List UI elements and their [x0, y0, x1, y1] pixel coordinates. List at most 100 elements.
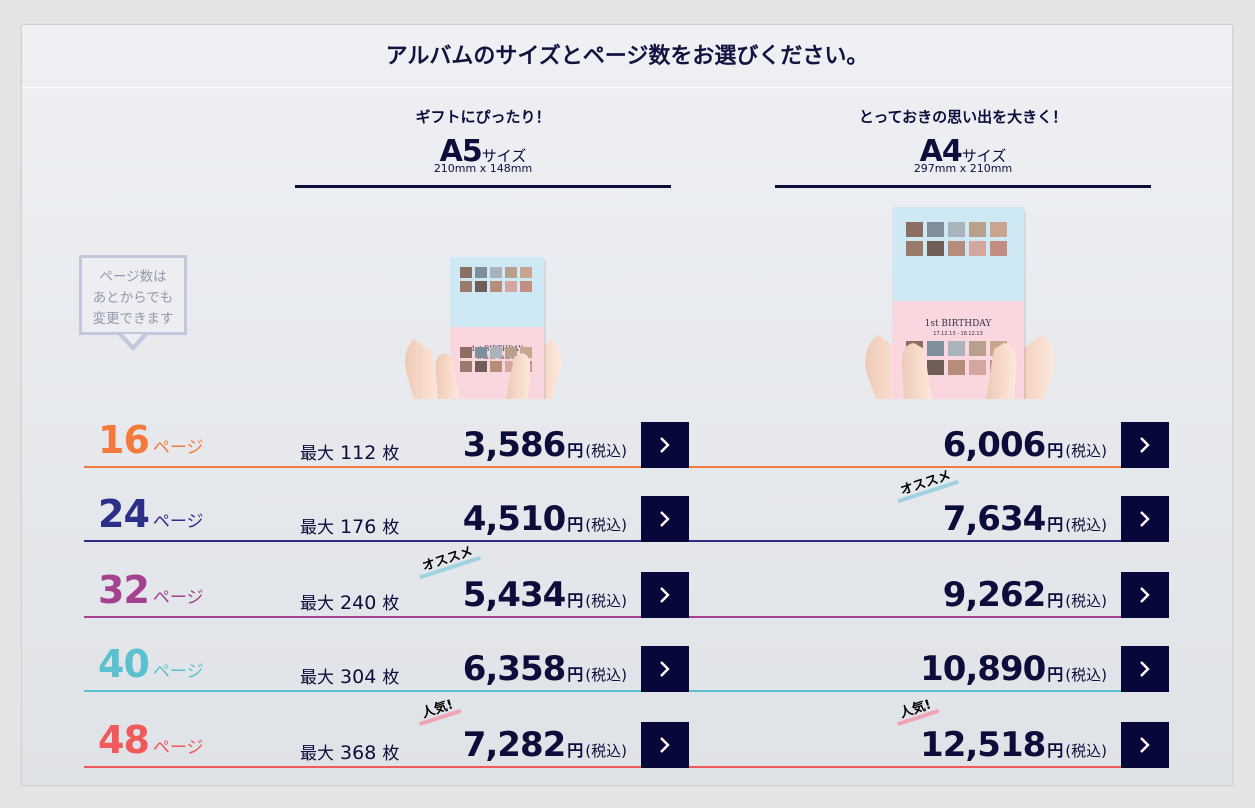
yen-label: 円	[1047, 741, 1064, 760]
page-count: 48 ページ	[98, 718, 204, 762]
max-photos-count: 304	[340, 666, 377, 688]
a5-size-name: A5サイズ	[295, 134, 671, 169]
yen-label: 円	[1047, 591, 1064, 610]
price-row-24: 24 ページ 最大 176 枚 4,510 円 (税込) 7,634 円 (税込) オススメ	[84, 468, 1169, 542]
a5-price-value: 6,358	[462, 649, 567, 689]
select-a4-24p-button[interactable]	[1121, 496, 1169, 542]
a5-price: 3,586 円 (税込)	[367, 425, 627, 465]
a4-header-rule	[775, 185, 1151, 188]
select-a4-48p-button[interactable]	[1121, 722, 1169, 768]
chevron-right-icon	[660, 437, 670, 453]
select-a4-16p-button[interactable]	[1121, 422, 1169, 468]
page-count: 16 ページ	[98, 418, 204, 462]
chevron-right-icon	[1140, 511, 1150, 527]
row-divider	[84, 766, 1168, 768]
a5-size-label: A5	[439, 134, 483, 169]
note-tail-inner	[123, 334, 143, 345]
a5-size-header: ギフトにぴったり！ A5サイズ 210mm x 148mm	[295, 87, 671, 188]
chevron-right-icon	[660, 587, 670, 603]
row-divider	[84, 540, 1168, 542]
a4-size-label: A4	[919, 134, 963, 169]
tax-label: (税込)	[1065, 742, 1107, 760]
select-a5-32p-button[interactable]	[641, 572, 689, 618]
max-photos: 最大 304 枚	[300, 663, 399, 688]
max-photos: 最大 112 枚	[300, 439, 399, 464]
max-photos-count: 368	[340, 742, 377, 764]
page-change-note: ページ数は あとからでも 変更できます	[79, 255, 187, 335]
a5-price: 4,510 円 (税込)	[367, 499, 627, 539]
size-selection-panel: アルバムのサイズとページ数をお選びください。 ギフトにぴったり！ A5サイズ 2…	[22, 25, 1232, 785]
note-line-3: 変更できます	[92, 311, 174, 327]
tax-label: (税込)	[585, 592, 627, 610]
row-divider	[84, 690, 1168, 692]
a4-size-header: とっておきの思い出を大きく！ A4サイズ 297mm x 210mm	[775, 87, 1151, 188]
tax-label: (税込)	[585, 742, 627, 760]
photo-unit: 枚	[382, 594, 400, 614]
a5-price-value: 4,510	[462, 499, 567, 539]
page-count-number: 48	[98, 718, 150, 762]
a4-price: 9,262 円 (税込)	[847, 575, 1107, 615]
page-count: 24 ページ	[98, 492, 204, 536]
a4-tagline: とっておきの思い出を大きく！	[858, 108, 1068, 126]
yen-label: 円	[567, 591, 584, 610]
chevron-right-icon	[660, 737, 670, 753]
price-row-16: 16 ページ 最大 112 枚 3,586 円 (税込) 6,006 円 (税込)	[84, 418, 1169, 468]
photo-unit: 枚	[382, 518, 400, 538]
page-title: アルバムのサイズとページ数をお選びください。	[22, 25, 1232, 88]
page-unit: ページ	[152, 588, 204, 608]
tax-label: (税込)	[1065, 666, 1107, 684]
max-photos: 最大 368 枚	[300, 739, 399, 764]
max-prefix: 最大	[300, 668, 334, 688]
page-unit: ページ	[152, 512, 204, 532]
page-count: 32 ページ	[98, 568, 204, 612]
chevron-right-icon	[1140, 587, 1150, 603]
popular-badge: 人気!	[896, 694, 940, 727]
recommend-badge: オススメ	[419, 540, 482, 580]
tax-label: (税込)	[585, 666, 627, 684]
note-line-2: あとからでも	[92, 290, 174, 306]
page-count-number: 24	[98, 492, 150, 536]
row-divider	[84, 466, 1168, 468]
page-unit: ページ	[152, 738, 204, 758]
chevron-right-icon	[660, 661, 670, 677]
yen-label: 円	[567, 515, 584, 534]
a4-price: 7,634 円 (税込)	[847, 499, 1107, 539]
a4-price-value: 7,634	[942, 499, 1047, 539]
a4-price-value: 12,518	[920, 725, 1046, 765]
a5-tagline: ギフトにぴったり！	[415, 108, 551, 126]
a5-price-value: 3,586	[462, 425, 567, 465]
yen-label: 円	[1047, 515, 1064, 534]
page-count: 40 ページ	[98, 642, 204, 686]
photo-unit: 枚	[382, 668, 400, 688]
a5-price: 6,358 円 (税込)	[367, 649, 627, 689]
tax-label: (税込)	[1065, 442, 1107, 460]
a4-album-image: 1st BIRTHDAY 17.12.13 - 18.12.13	[865, 207, 1055, 399]
a5-price: 5,434 円 (税込)	[367, 575, 627, 615]
select-a5-48p-button[interactable]	[641, 722, 689, 768]
select-a5-24p-button[interactable]	[641, 496, 689, 542]
chevron-right-icon	[1140, 437, 1150, 453]
page-unit: ページ	[152, 438, 204, 458]
max-photos: 最大 240 枚	[300, 589, 399, 614]
a5-price: 7,282 円 (税込)	[367, 725, 627, 765]
yen-label: 円	[1047, 441, 1064, 460]
select-a5-40p-button[interactable]	[641, 646, 689, 692]
recommend-badge: オススメ	[897, 464, 960, 504]
chevron-right-icon	[1140, 661, 1150, 677]
a5-header-rule	[295, 185, 671, 188]
yen-label: 円	[567, 741, 584, 760]
select-a4-32p-button[interactable]	[1121, 572, 1169, 618]
max-prefix: 最大	[300, 518, 334, 538]
yen-label: 円	[567, 665, 584, 684]
max-prefix: 最大	[300, 444, 334, 464]
max-prefix: 最大	[300, 594, 334, 614]
max-photos-count: 240	[340, 592, 377, 614]
note-line-1: ページ数は	[99, 269, 167, 285]
a4-cover-title: 1st BIRTHDAY	[925, 319, 993, 329]
a5-album-image: 1st BIRTHDAY 17.12.13 - 18.12.13	[405, 257, 561, 399]
page-count-number: 32	[98, 568, 150, 612]
a5-price-value: 7,282	[462, 725, 567, 765]
select-a4-40p-button[interactable]	[1121, 646, 1169, 692]
tax-label: (税込)	[1065, 516, 1107, 534]
select-a5-16p-button[interactable]	[641, 422, 689, 468]
